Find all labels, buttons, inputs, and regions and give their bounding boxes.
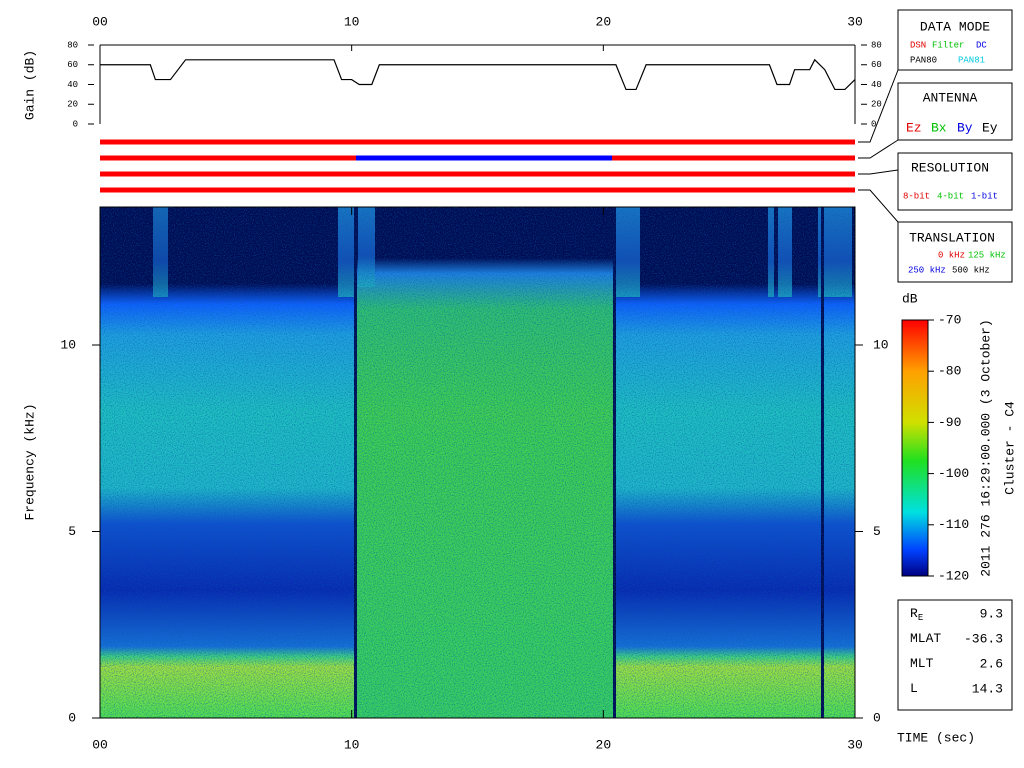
y-tick-label: 40 <box>67 80 78 90</box>
ephemeris-label-text: R <box>910 606 918 621</box>
ephemeris-value: 14.3 <box>972 681 1003 696</box>
y-tick-label: 80 <box>871 40 882 50</box>
mode-item: PAN81 <box>958 55 985 65</box>
ephemeris-label-text: MLAT <box>910 631 941 646</box>
mode-item: DC <box>976 40 987 50</box>
colorbar-tick-label: -70 <box>938 312 961 327</box>
x-tick-label: 20 <box>596 737 612 752</box>
y-tick-label: 80 <box>67 40 78 50</box>
spectrogram-noise <box>100 207 855 718</box>
resolution-box: RESOLUTION 8-bit 4-bit 1-bit <box>897 152 1013 211</box>
y-tick-label: 60 <box>67 60 78 70</box>
ephemeris-label: MLT <box>910 656 934 671</box>
ephemeris-value: 2.6 <box>980 656 1003 671</box>
antenna-item: Bx <box>931 120 947 135</box>
plot-frame <box>99 206 856 719</box>
box-title: DATA MODE <box>920 19 990 34</box>
x-tick-label: 10 <box>344 737 360 752</box>
y-tick-label: 0 <box>873 710 881 725</box>
gain-line <box>100 58 856 91</box>
ephemeris-label: L <box>910 681 918 696</box>
ephemeris-label: RE <box>910 606 923 623</box>
translation-item: 500 kHz <box>952 265 990 275</box>
antenna-box: ANTENNA Ez Bx By Ey <box>897 82 1013 141</box>
box-title: RESOLUTION <box>911 160 989 175</box>
x-tick-label: 00 <box>92 14 108 29</box>
spectrogram <box>100 207 855 718</box>
box-title: TRANSLATION <box>909 230 995 245</box>
translation-item: 0 kHz <box>938 250 965 260</box>
x-tick-label: 00 <box>92 737 108 752</box>
mode-item: PAN80 <box>910 55 937 65</box>
translation-item: 125 kHz <box>968 250 1006 260</box>
colorbar-tick-label: -110 <box>938 517 969 532</box>
resolution-item: 1-bit <box>971 191 998 201</box>
spacecraft: Cluster - C4 <box>1002 401 1017 495</box>
y-tick-label: 10 <box>60 337 76 352</box>
ephemeris-label-text: MLT <box>910 656 934 671</box>
translation-box: TRANSLATION 0 kHz 125 kHz 250 kHz 500 kH… <box>897 221 1013 283</box>
y-tick-label: 5 <box>873 524 881 539</box>
ephemeris-subscript: E <box>918 613 923 623</box>
y-tick-label: 0 <box>871 119 876 129</box>
y-tick-label: 60 <box>871 60 882 70</box>
y-tick-label: 20 <box>871 100 882 110</box>
colorbar-tick-label: -90 <box>938 415 961 430</box>
ephemeris-label: MLAT <box>910 631 941 646</box>
y-axis-label: Gain (dB) <box>22 50 37 120</box>
x-tick-label: 20 <box>596 14 612 29</box>
translation-item: 250 kHz <box>908 265 946 275</box>
ephemeris-value: -36.3 <box>964 631 1003 646</box>
y-axis-label: Frequency (kHz) <box>22 403 37 520</box>
ephemeris-box <box>897 599 1013 711</box>
antenna-item: Ey <box>982 120 998 135</box>
resolution-item: 4-bit <box>937 191 964 201</box>
antenna-item: By <box>957 120 973 135</box>
colorbar-label: dB <box>902 291 918 306</box>
x-tick-label: 10 <box>344 14 360 29</box>
box <box>897 82 1013 141</box>
y-tick-label: 10 <box>873 337 889 352</box>
box <box>897 152 1013 211</box>
x-tick-label: 30 <box>847 737 863 752</box>
x-tick-label: 30 <box>847 14 863 29</box>
connector <box>858 69 899 223</box>
y-tick-label: 5 <box>68 524 76 539</box>
mode-item: Filter <box>932 40 964 50</box>
ephemeris-value: 9.3 <box>980 606 1003 621</box>
x-axis-label: TIME (sec) <box>897 730 975 745</box>
box <box>897 221 1013 283</box>
y-tick-label: 20 <box>67 100 78 110</box>
mode-bars <box>100 69 899 223</box>
resolution-item: 8-bit <box>903 191 930 201</box>
antenna-item: Ez <box>906 120 922 135</box>
ephemeris-label-text: L <box>910 681 918 696</box>
y-tick-label: 40 <box>871 80 882 90</box>
colorbar-tick-label: -100 <box>938 466 969 481</box>
mode-item: DSN <box>910 40 926 50</box>
colorbar-tick-label: -80 <box>938 364 961 379</box>
y-tick-label: 0 <box>68 710 76 725</box>
box <box>897 9 1013 71</box>
box-title: ANTENNA <box>923 90 978 105</box>
colorbar <box>901 319 929 577</box>
colorbar-tick-label: -120 <box>938 568 969 583</box>
y-tick-label: 0 <box>73 119 78 129</box>
data-mode-box: DATA MODE DSN Filter DC PAN80 PAN81 <box>897 9 1013 71</box>
timestamp: 2011 276 16:29:00.000 (3 October) <box>978 319 993 576</box>
